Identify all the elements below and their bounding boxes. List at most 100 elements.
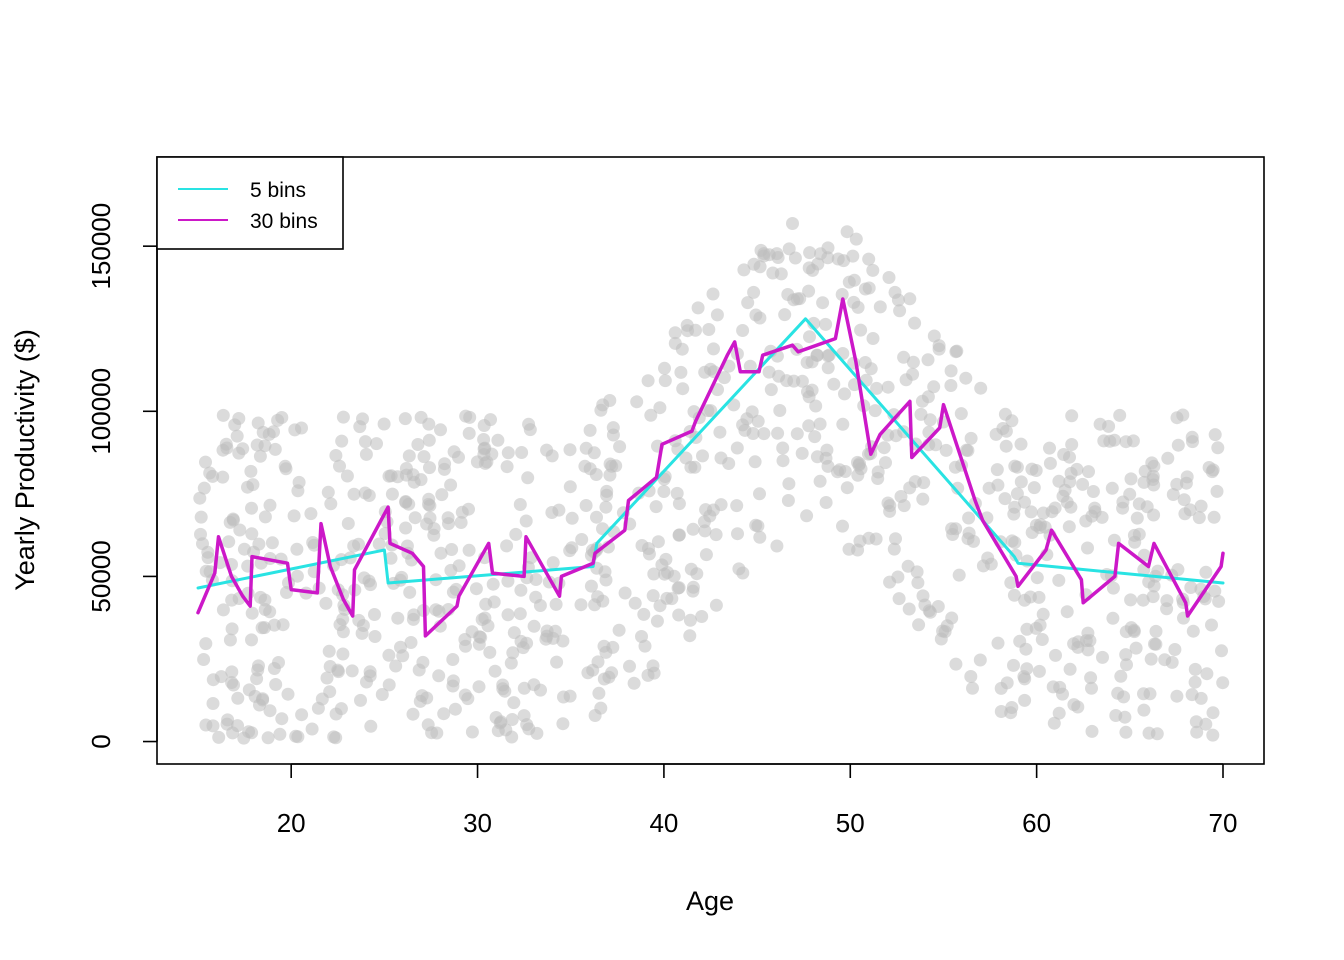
scatter-point [253, 698, 266, 712]
scatter-point [1065, 438, 1079, 451]
scatter-point [1007, 588, 1021, 602]
scatter-point [590, 510, 603, 524]
scatter-point [1023, 590, 1037, 604]
scatter-point [517, 709, 531, 723]
scatter-point [813, 474, 827, 488]
scatter-point [836, 519, 849, 533]
scatter-point [1124, 472, 1138, 486]
scatter-point [650, 614, 664, 628]
legend-label-5-bins: 5 bins [250, 179, 306, 202]
scatter-point [674, 365, 688, 379]
scatter-point [548, 624, 562, 638]
scatter-point [862, 281, 876, 295]
scatter-point [527, 678, 541, 692]
scatter-point [1018, 672, 1032, 686]
scatter-point [1206, 706, 1220, 720]
scatter-point [329, 449, 343, 462]
scatter-point [363, 669, 377, 683]
scatter-point [355, 626, 369, 640]
scatter-point [888, 285, 902, 299]
scatter-point [345, 664, 359, 678]
scatter-point [493, 716, 507, 730]
scatter-point [1168, 643, 1182, 656]
scatter-point [821, 251, 835, 265]
scatter-point [916, 589, 930, 603]
scatter-point [801, 385, 814, 399]
scatter-point [549, 597, 563, 611]
scatter-point [994, 681, 1008, 695]
scatter-point [396, 649, 410, 663]
scatter-point [1215, 644, 1228, 658]
scatter-point [732, 562, 746, 576]
scatter-point [370, 437, 383, 451]
scatter-point [1205, 465, 1219, 479]
scatter-point [269, 678, 283, 691]
scatter-point [939, 443, 953, 457]
scatter-point [1150, 727, 1164, 741]
scatter-point [261, 731, 275, 745]
scatter-point [505, 713, 519, 726]
scatter-point [1140, 500, 1154, 514]
scatter-point [910, 565, 924, 579]
scatter-point [757, 247, 771, 261]
scatter-point [667, 569, 681, 583]
scatter-point [504, 656, 518, 670]
series-line-30-bins [196, 297, 1225, 638]
scatter-point [592, 686, 606, 700]
scatter-point [447, 445, 461, 459]
scatter-point [1029, 518, 1043, 532]
scatter-point [1161, 451, 1175, 465]
scatter-point [683, 613, 697, 627]
scatter-point [446, 653, 460, 666]
scatter-point [483, 645, 497, 659]
scatter-point [984, 557, 998, 571]
scatter-point [627, 676, 641, 690]
scatter-point [766, 266, 780, 280]
scatter-point [1027, 481, 1041, 495]
scatter-point [676, 382, 690, 396]
scatter-point [225, 593, 239, 607]
scatter-point [1212, 594, 1226, 608]
scatter-point [803, 330, 816, 344]
scatter-point [1211, 441, 1225, 455]
scatter-point [1114, 669, 1128, 683]
scatter-point [359, 447, 373, 461]
scatter-point [932, 342, 946, 356]
scatter-point [1137, 703, 1151, 717]
scatter-point [565, 511, 579, 525]
scatter-point [668, 326, 682, 340]
scatter-point [787, 293, 801, 307]
scatter-point [730, 499, 744, 513]
scatter-point [1004, 576, 1018, 590]
scatter-point [461, 692, 475, 706]
scatter-point [515, 446, 529, 459]
scatter-point [347, 539, 361, 553]
x-tick-label: 60 [1022, 808, 1051, 838]
scatter-point [295, 421, 308, 435]
scatter-point [1126, 434, 1140, 448]
scatter-point [1151, 564, 1165, 578]
scatter-point [782, 242, 796, 256]
scatter-point [1146, 473, 1160, 486]
scatter-point [575, 533, 589, 546]
scatter-point [670, 486, 684, 500]
scatter-point [927, 380, 941, 394]
scatter-point [422, 433, 436, 447]
scatter-point [563, 443, 577, 457]
scatter-point [320, 671, 334, 685]
scatter-point [336, 410, 350, 424]
scatter-point [579, 499, 593, 512]
scatter-point [921, 353, 935, 367]
scatter-point [816, 296, 830, 310]
scatter-point [263, 605, 277, 619]
scatter-point [364, 719, 378, 733]
scatter-point [866, 332, 880, 345]
scatter-point [271, 413, 285, 427]
scatter-point [550, 655, 564, 669]
scatter-point [233, 523, 247, 537]
scatter-point [384, 551, 398, 565]
scatter-point [741, 296, 755, 310]
scatter-point [1137, 687, 1150, 701]
scatter-point [216, 408, 230, 422]
